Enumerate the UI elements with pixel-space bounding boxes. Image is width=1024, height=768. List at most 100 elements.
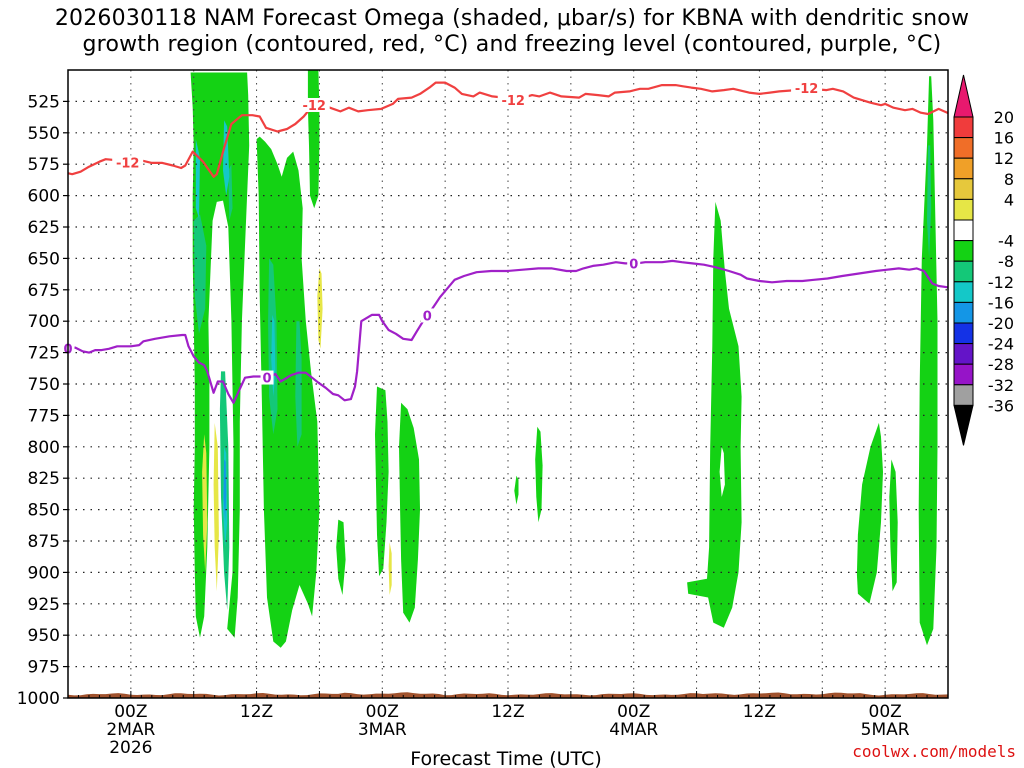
y-tick-label-975: 975 bbox=[28, 658, 60, 678]
x-date-label-24: 3MAR bbox=[358, 720, 407, 740]
omega-region-19 bbox=[223, 120, 230, 196]
x-tick-label-24: 00Z bbox=[366, 702, 399, 722]
colorbar-box-14 bbox=[953, 384, 974, 406]
colorbar-label-1: 16 bbox=[994, 129, 1014, 148]
colorbar-label-13: -36 bbox=[988, 396, 1014, 415]
colorbar-box-1 bbox=[953, 116, 974, 139]
colorbar-top-arrow bbox=[953, 74, 974, 118]
y-tick-label-650: 650 bbox=[28, 249, 60, 269]
colorbar-box-8 bbox=[953, 260, 974, 283]
contour-label-0-0: -12 bbox=[116, 156, 140, 171]
colorbar-bottom-arrow bbox=[953, 404, 974, 446]
y-tick-label-600: 600 bbox=[28, 187, 60, 207]
contour-label-bg-0-0 bbox=[112, 155, 144, 170]
omega-shading-layer bbox=[190, 70, 938, 648]
omega-region-9 bbox=[856, 422, 883, 604]
x-tick-label-12: 12Z bbox=[240, 702, 273, 722]
y-tick-label-850: 850 bbox=[28, 501, 60, 521]
x-date-label-0: 2MAR bbox=[106, 720, 155, 740]
y-axis: 525 550 575 600 625 650 675 700 725 750 775 800 825 8… bbox=[17, 92, 68, 709]
omega-region-25 bbox=[317, 268, 323, 349]
omega-region-15 bbox=[295, 321, 302, 447]
colorbar-label-4: 4 bbox=[1004, 190, 1014, 209]
omega-region-12 bbox=[193, 214, 207, 334]
omega-region-3 bbox=[375, 386, 389, 577]
x-date-label-72: 5MAR bbox=[861, 720, 910, 740]
chart-title: 2026030118 NAM Forecast Omega (shaded, μ… bbox=[0, 6, 1024, 58]
colorbar-box-7 bbox=[953, 240, 974, 262]
colorbar-label-9: -20 bbox=[988, 314, 1014, 333]
omega-region-2 bbox=[307, 70, 320, 209]
colorbar-label-6: -8 bbox=[998, 252, 1014, 271]
colorbar-box-4 bbox=[953, 178, 974, 200]
y-tick-label-1000: 1000 bbox=[17, 689, 60, 709]
colorbar-box-10 bbox=[953, 301, 974, 324]
colorbar-box-9 bbox=[953, 281, 974, 303]
colorbar-label-12: -32 bbox=[988, 376, 1014, 395]
y-tick-label-675: 675 bbox=[28, 281, 60, 301]
omega-region-24 bbox=[213, 422, 219, 592]
y-tick-label-950: 950 bbox=[28, 626, 60, 646]
colorbar-box-2 bbox=[953, 137, 974, 159]
x-tick-label-48: 00Z bbox=[617, 702, 650, 722]
freezing-level-line bbox=[68, 259, 948, 404]
omega-region-22 bbox=[223, 459, 227, 523]
contour-label-0-1: -12 bbox=[302, 99, 326, 114]
omega-region-17 bbox=[927, 145, 932, 259]
credit-text: coolwx.com/models bbox=[852, 742, 1016, 761]
omega-hole-0 bbox=[211, 277, 217, 347]
omega-region-11 bbox=[918, 76, 938, 646]
colorbar-box-5 bbox=[953, 198, 974, 221]
x-tick-label-72: 00Z bbox=[869, 702, 902, 722]
colorbar-label-11: -28 bbox=[988, 355, 1014, 374]
y-tick-label-800: 800 bbox=[28, 438, 60, 458]
y-tick-label-525: 525 bbox=[28, 92, 60, 112]
x-tick-label-36: 12Z bbox=[491, 702, 524, 722]
y-tick-label-750: 750 bbox=[28, 375, 60, 395]
y-tick-label-825: 825 bbox=[28, 469, 60, 489]
contour-label-0-3: -12 bbox=[795, 82, 819, 97]
colorbar-box-6 bbox=[953, 219, 974, 242]
y-tick-label-625: 625 bbox=[28, 218, 60, 238]
contour-label-bg-0-2 bbox=[497, 93, 529, 108]
contour-label-bg-0-3 bbox=[791, 81, 823, 96]
colorbar-label-2: 12 bbox=[994, 149, 1014, 168]
contour-label-0-2: -12 bbox=[501, 94, 525, 109]
y-tick-label-925: 925 bbox=[28, 595, 60, 615]
x-axis-title: Forecast Time (UTC) bbox=[410, 748, 601, 768]
contour-label-bg-1-2 bbox=[420, 308, 434, 323]
omega-region-26 bbox=[388, 542, 392, 595]
colorbar-box-12 bbox=[953, 343, 974, 365]
omega-region-4 bbox=[336, 519, 346, 595]
title-line-1: 2026030118 NAM Forecast Omega (shaded, μ… bbox=[54, 6, 970, 31]
x-date-label-48: 4MAR bbox=[609, 720, 658, 740]
omega-region-16 bbox=[228, 164, 233, 221]
contour-label-bg-1-3 bbox=[627, 256, 641, 271]
contour-label-bg-0-1 bbox=[298, 97, 330, 112]
colorbar-label-7: -12 bbox=[988, 273, 1014, 292]
title-line-2: growth region (contoured, red, °C) and f… bbox=[82, 32, 942, 57]
contour-label-bg-1-1 bbox=[260, 370, 274, 385]
colorbar-label-0: 20 bbox=[994, 108, 1014, 127]
y-tick-label-700: 700 bbox=[28, 312, 60, 332]
colorbar-label-8: -16 bbox=[988, 293, 1014, 312]
x-tick-label-0: 00Z bbox=[114, 702, 147, 722]
omega-hole-1 bbox=[719, 446, 725, 497]
y-tick-label-550: 550 bbox=[28, 124, 60, 144]
colorbar-box-13 bbox=[953, 363, 974, 386]
y-tick-label-875: 875 bbox=[28, 532, 60, 552]
contour-label-1-3: 0 bbox=[629, 257, 638, 272]
x-year-label-0: 2026 bbox=[109, 738, 152, 758]
colorbar-label-10: -24 bbox=[988, 335, 1014, 354]
colorbar-box-11 bbox=[953, 322, 974, 345]
omega-region-1 bbox=[256, 136, 320, 648]
y-tick-label-575: 575 bbox=[28, 155, 60, 175]
colorbar-label-3: 8 bbox=[1004, 170, 1014, 189]
y-tick-label-725: 725 bbox=[28, 344, 60, 364]
omega-region-6 bbox=[514, 475, 519, 505]
omega-region-5 bbox=[399, 402, 420, 623]
